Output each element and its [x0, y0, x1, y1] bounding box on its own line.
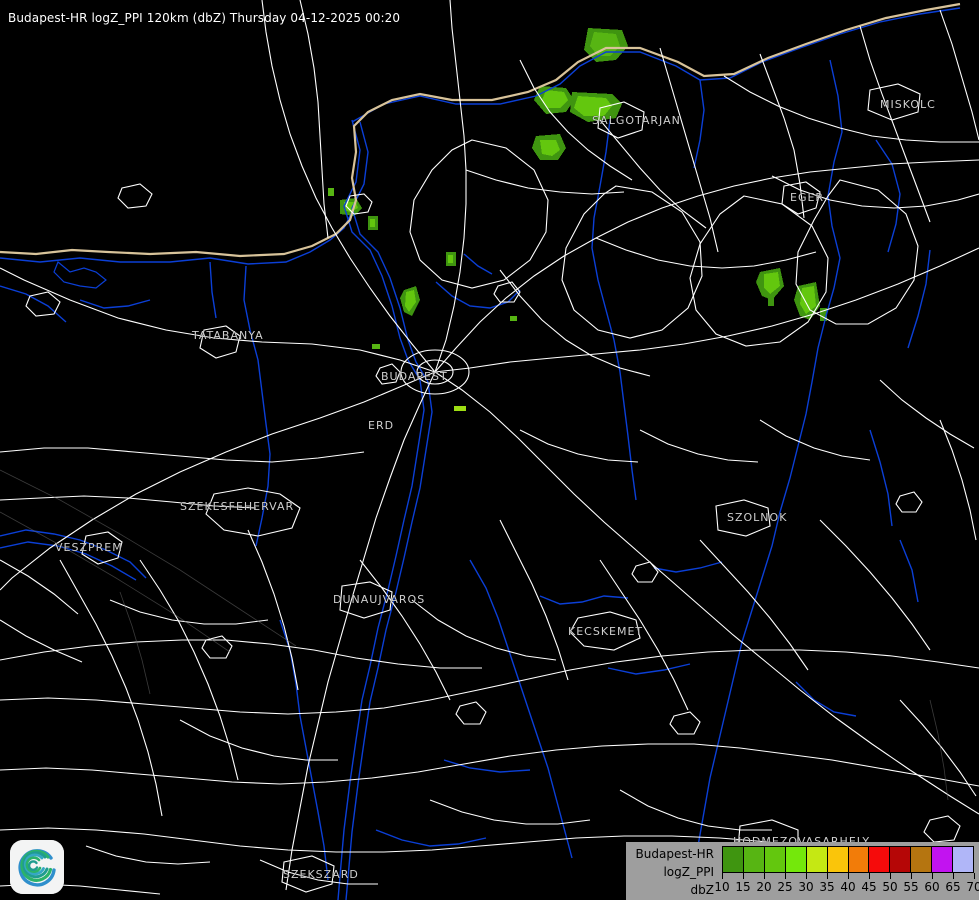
legend-tick-label-20: 20 — [756, 880, 772, 894]
legend-tick-label-55: 55 — [903, 880, 919, 894]
city-label-szolnok: SZOLNOK — [727, 511, 788, 524]
color-scale-legend: Budapest-HR logZ_PPI dbZ 10 15 20 25 30 35 40 4… — [626, 842, 979, 900]
legend-tick-label-40: 40 — [840, 880, 856, 894]
page-title: Budapest-HR logZ_PPI 120km (dbZ) Thursda… — [8, 11, 401, 25]
legend-swatch-45-50 — [869, 847, 891, 872]
legend-tick-label-50: 50 — [882, 880, 898, 894]
city-label-budapest: BUDAPEST — [381, 370, 448, 383]
city-label-szekszard: SZEKSZARD — [283, 868, 359, 881]
legend-tick-labels: 10 15 20 25 30 35 40 45 50 55 60 65 70 — [714, 879, 979, 897]
legend-tick-30 — [806, 873, 807, 879]
legend-caption: Budapest-HR logZ_PPI dbZ — [630, 845, 714, 899]
legend-tick-20 — [764, 873, 765, 879]
legend-caption-line-1: Budapest-HR — [635, 847, 714, 861]
legend-swatch-55-60 — [911, 847, 933, 872]
spiral-swirl-logo — [10, 840, 64, 894]
legend-tick-35 — [827, 873, 828, 879]
legend-tick-60 — [932, 873, 933, 879]
legend-swatch-30-35 — [806, 847, 828, 872]
legend-tick-70 — [974, 873, 975, 879]
range-ring-layer — [0, 469, 949, 801]
radar-echo-layer — [328, 28, 827, 411]
legend-color-bar — [722, 846, 974, 873]
legend-tick-50 — [890, 873, 891, 879]
legend-tick-marks — [722, 873, 975, 881]
river-layer — [0, 7, 961, 900]
city-label-dunaujvaros: DUNAUJVAROS — [333, 593, 426, 606]
city-label-kecskemet: KECSKEMET — [568, 625, 644, 638]
city-label-erd: ERD — [368, 419, 395, 432]
city-label-szekesfehervar: SZEKESFEHERVAR — [180, 500, 295, 513]
city-label-salgotarjan: SALGOTARJAN — [592, 114, 681, 127]
legend-swatch-25-30 — [785, 847, 807, 872]
legend-tick-45 — [869, 873, 870, 879]
legend-caption-line-2: logZ_PPI — [663, 865, 714, 879]
legend-swatch-40-45 — [848, 847, 870, 872]
legend-swatch-65-70 — [953, 847, 974, 872]
legend-tick-label-30: 30 — [798, 880, 814, 894]
legend-swatch-35-40 — [827, 847, 849, 872]
legend-swatch-20-25 — [764, 847, 786, 872]
legend-tick-label-15: 15 — [735, 880, 751, 894]
city-label-hodmezovasarhely: HODMEZOVASARHELY — [733, 836, 870, 847]
legend-tick-label-65: 65 — [945, 880, 961, 894]
legend-swatch-15-20 — [743, 847, 765, 872]
legend-tick-65 — [953, 873, 954, 879]
legend-tick-label-60: 60 — [924, 880, 940, 894]
legend-tick-55 — [911, 873, 912, 879]
legend-tick-label-45: 45 — [861, 880, 877, 894]
legend-tick-label-70: 70 — [966, 880, 979, 894]
legend-tick-25 — [785, 873, 786, 879]
city-label-tatabanya: TATABANYA — [192, 329, 264, 342]
legend-swatch-60-65 — [932, 847, 954, 872]
legend-tick-label-10: 10 — [714, 880, 730, 894]
legend-tick-40 — [848, 873, 849, 879]
legend-swatch-50-55 — [890, 847, 912, 872]
legend-tick-10 — [722, 873, 723, 879]
city-label-miskolc: MISKOLC — [880, 98, 936, 111]
city-label-veszprem: VESZPREM — [55, 541, 123, 554]
legend-caption-line-3: dbZ — [690, 883, 714, 897]
border-layer — [0, 2, 961, 258]
legend-tick-label-25: 25 — [777, 880, 793, 894]
legend-tick-15 — [743, 873, 744, 879]
city-label-eger: EGER — [790, 191, 825, 204]
legend-swatch-10-15 — [723, 847, 744, 872]
legend-tick-label-35: 35 — [819, 880, 835, 894]
